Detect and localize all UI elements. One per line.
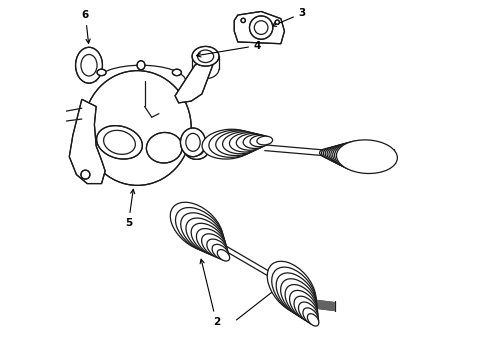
- Ellipse shape: [196, 229, 227, 257]
- Ellipse shape: [285, 284, 317, 319]
- Ellipse shape: [184, 140, 209, 159]
- Ellipse shape: [216, 131, 260, 156]
- Ellipse shape: [181, 213, 224, 253]
- Ellipse shape: [192, 46, 219, 66]
- Ellipse shape: [243, 134, 269, 148]
- Ellipse shape: [217, 249, 230, 261]
- Text: 1: 1: [342, 155, 367, 172]
- Ellipse shape: [97, 126, 143, 159]
- Ellipse shape: [212, 244, 229, 260]
- Ellipse shape: [281, 279, 317, 318]
- Ellipse shape: [257, 136, 272, 145]
- Ellipse shape: [337, 140, 397, 174]
- Ellipse shape: [307, 314, 319, 326]
- Ellipse shape: [327, 145, 363, 165]
- Ellipse shape: [137, 61, 145, 70]
- Ellipse shape: [323, 147, 349, 161]
- Polygon shape: [175, 62, 213, 103]
- Text: 4: 4: [196, 41, 261, 57]
- Ellipse shape: [298, 302, 318, 323]
- Ellipse shape: [333, 142, 384, 170]
- Ellipse shape: [191, 223, 226, 256]
- Ellipse shape: [180, 128, 205, 157]
- Ellipse shape: [276, 273, 317, 316]
- Text: 2: 2: [200, 259, 220, 327]
- Ellipse shape: [321, 148, 342, 159]
- Ellipse shape: [201, 234, 227, 258]
- Ellipse shape: [267, 261, 316, 314]
- Ellipse shape: [84, 71, 191, 185]
- Ellipse shape: [229, 133, 264, 152]
- Ellipse shape: [186, 218, 225, 254]
- Ellipse shape: [249, 16, 273, 39]
- Ellipse shape: [209, 130, 258, 157]
- Ellipse shape: [319, 149, 335, 157]
- Text: 6: 6: [82, 10, 90, 43]
- Ellipse shape: [172, 69, 181, 76]
- Ellipse shape: [147, 132, 182, 163]
- Text: 3: 3: [272, 8, 306, 26]
- Polygon shape: [234, 12, 285, 44]
- Ellipse shape: [335, 141, 391, 172]
- Ellipse shape: [241, 18, 245, 23]
- Polygon shape: [69, 99, 105, 184]
- Ellipse shape: [325, 146, 356, 163]
- Text: 6: 6: [189, 143, 240, 153]
- Ellipse shape: [97, 69, 106, 76]
- Ellipse shape: [202, 129, 256, 159]
- Ellipse shape: [81, 170, 90, 179]
- Ellipse shape: [250, 135, 270, 147]
- Ellipse shape: [331, 143, 377, 168]
- Ellipse shape: [294, 296, 318, 322]
- Ellipse shape: [275, 20, 279, 24]
- Ellipse shape: [290, 291, 318, 321]
- Ellipse shape: [303, 308, 318, 325]
- Ellipse shape: [170, 202, 223, 251]
- Ellipse shape: [272, 267, 317, 315]
- Ellipse shape: [329, 144, 370, 166]
- Ellipse shape: [207, 239, 228, 259]
- Ellipse shape: [222, 132, 262, 154]
- Ellipse shape: [75, 47, 102, 83]
- Text: 5: 5: [125, 189, 135, 228]
- Ellipse shape: [236, 134, 266, 150]
- Ellipse shape: [175, 207, 223, 252]
